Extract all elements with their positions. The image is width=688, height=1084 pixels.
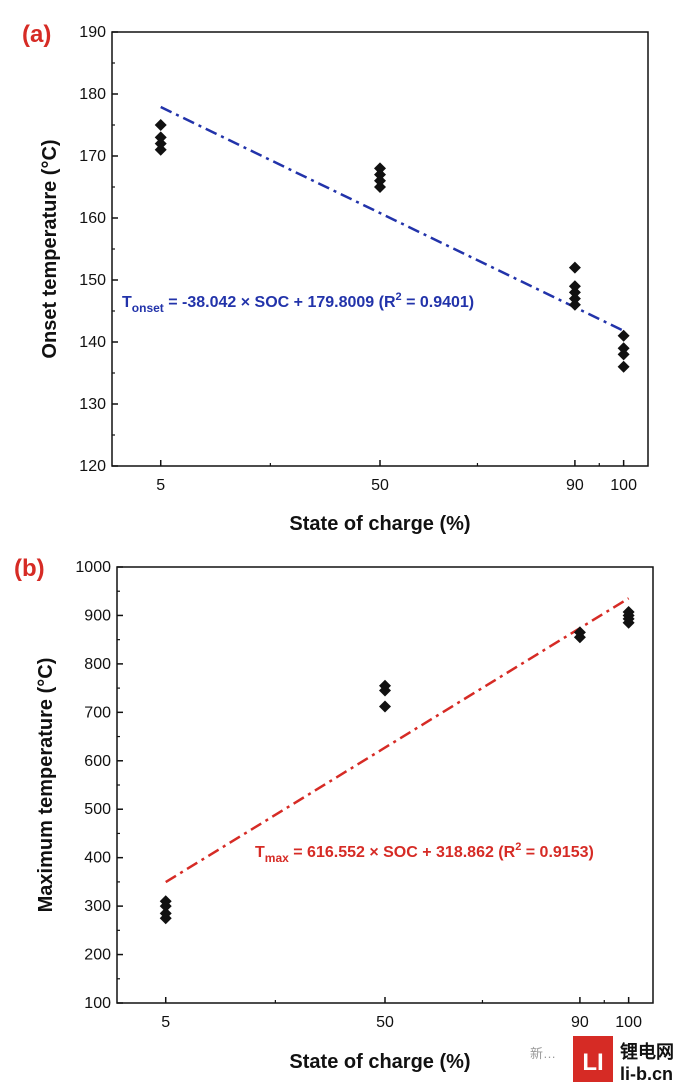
y-tick-label: 600	[84, 753, 111, 770]
watermark-wechat-text: 新…	[530, 1046, 556, 1061]
data-point-diamond	[568, 298, 581, 311]
data-point-diamond	[379, 700, 391, 713]
x-tick-label: 100	[615, 1014, 642, 1031]
watermark-line2: li-b.cn	[620, 1064, 673, 1084]
panel-b-data-points	[159, 606, 635, 925]
panel-b-y-axis-title: Maximum temperature (°C)	[35, 658, 57, 913]
panel-a-equation: Tonset = -38.042 × SOC + 179.8009 (R2 = …	[122, 291, 474, 315]
y-tick-label: 160	[79, 210, 106, 227]
x-tick-label: 90	[571, 1014, 589, 1031]
panel-a: (a) 120 130 140 150 160 170 180 190 5 50 90 100 To…	[22, 21, 649, 535]
y-tick-label: 140	[79, 334, 106, 351]
data-point-diamond	[617, 342, 630, 355]
panel-b-x-axis: 5 50 90 100	[161, 997, 642, 1031]
data-point-diamond	[568, 292, 581, 305]
data-point-diamond	[568, 280, 581, 293]
y-tick-label: 900	[84, 607, 111, 624]
panel-a-x-axis-title: State of charge (%)	[289, 513, 470, 535]
data-point-diamond	[617, 329, 630, 342]
watermark-logo-icon	[573, 1036, 613, 1082]
y-tick-label: 200	[84, 947, 111, 964]
x-tick-label: 50	[376, 1014, 394, 1031]
panel-b: (b) 100 200 300 400 500 600 700 800 900 1000 5 50 9…	[14, 555, 654, 1073]
panel-a-x-axis: 5 50 90 100	[156, 460, 637, 494]
data-point-diamond	[573, 626, 586, 639]
watermark-line1: 锂电网	[620, 1041, 674, 1062]
x-tick-label: 5	[156, 477, 165, 494]
panel-a-fit-line	[160, 105, 625, 332]
data-point-diamond	[617, 360, 630, 373]
panel-b-y-axis: 100 200 300 400 500 600 700 800 900 1000	[75, 559, 123, 1012]
y-tick-label: 700	[84, 704, 111, 721]
y-tick-label: 130	[79, 396, 106, 413]
panel-a-plot-frame	[111, 31, 649, 467]
y-tick-label: 170	[79, 148, 106, 165]
data-point-diamond	[374, 162, 386, 175]
data-point-diamond	[154, 131, 167, 144]
data-point-diamond	[154, 119, 167, 131]
data-point-diamond	[374, 174, 386, 187]
panel-b-equation: Tmax = 616.552 × SOC + 318.862 (R2 = 0.9…	[255, 841, 594, 865]
panel-a-data-points	[154, 119, 630, 373]
y-tick-label: 500	[84, 801, 111, 818]
watermark-logo-text: LI	[582, 1049, 603, 1076]
y-tick-label: 150	[79, 272, 106, 289]
data-point-diamond	[159, 907, 172, 920]
watermark: 新… LI 锂电网 li-b.cn	[530, 1036, 674, 1084]
data-point-diamond	[568, 261, 581, 274]
x-tick-label: 50	[371, 477, 389, 494]
data-point-diamond	[159, 895, 172, 908]
data-point-diamond	[568, 286, 581, 299]
x-tick-label: 100	[610, 477, 637, 494]
panel-b-label: (b)	[14, 555, 45, 582]
y-tick-label: 100	[84, 995, 111, 1012]
x-tick-label: 5	[161, 1014, 170, 1031]
y-tick-label: 120	[79, 458, 106, 475]
data-point-diamond	[154, 137, 167, 150]
x-tick-label: 90	[566, 477, 584, 494]
data-point-diamond	[374, 181, 386, 193]
data-point-diamond	[154, 143, 167, 156]
y-tick-label: 1000	[75, 559, 111, 576]
panel-b-fit-line	[165, 597, 630, 884]
panel-a-y-axis-title: Onset temperature (°C)	[39, 139, 61, 358]
data-point-diamond	[622, 606, 635, 619]
data-point-diamond	[379, 679, 391, 692]
linear-fit-line	[165, 597, 630, 884]
panel-a-label: (a)	[22, 21, 51, 48]
y-tick-label: 300	[84, 898, 111, 915]
panel-a-y-axis: 120 130 140 150 160 170 180 190	[79, 24, 118, 475]
linear-fit-line	[160, 105, 625, 332]
data-point-diamond	[617, 348, 630, 361]
y-tick-label: 400	[84, 850, 111, 867]
data-point-diamond	[374, 168, 386, 181]
y-tick-label: 800	[84, 656, 111, 673]
y-tick-label: 180	[79, 86, 106, 103]
y-tick-label: 190	[79, 24, 106, 41]
panel-b-x-axis-title: State of charge (%)	[289, 1051, 470, 1073]
